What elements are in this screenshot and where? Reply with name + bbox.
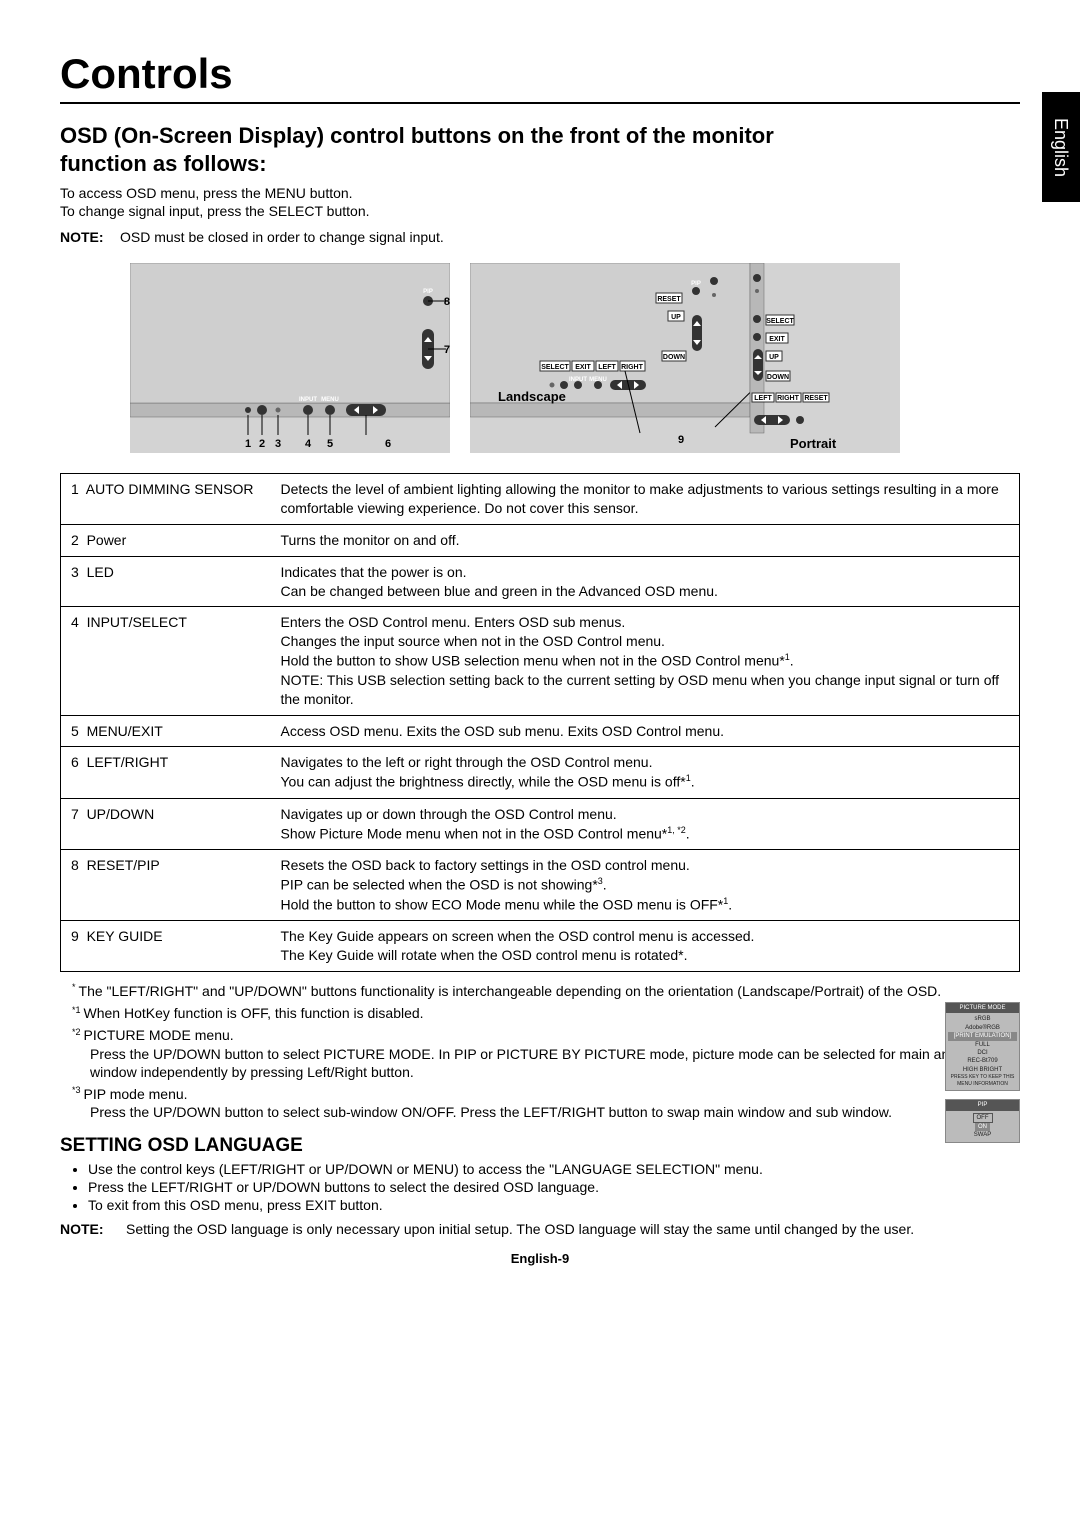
table-row: 2 PowerTurns the monitor on and off. [61,524,1020,556]
controls-table: 1 AUTO DIMMING SENSORDetects the level o… [60,473,1020,972]
svg-text:RESET: RESET [804,395,828,402]
key-guide-diagram: SELECT EXIT LEFT RIGHT INPUT MENU RESET … [470,263,900,453]
svg-text:PIP: PIP [691,281,701,287]
svg-text:Portrait: Portrait [790,436,837,451]
svg-text:3: 3 [275,438,281,450]
setting-osd-note: NOTE: Setting the OSD language is only n… [60,1221,1020,1237]
svg-text:DOWN: DOWN [767,374,789,381]
svg-text:SELECT: SELECT [766,318,794,325]
language-tab: English [1042,92,1080,202]
table-row: 3 LEDIndicates that the power is on.Can … [61,556,1020,607]
svg-text:2: 2 [259,438,265,450]
footnotes: *The "LEFT/RIGHT" and "UP/DOWN" buttons … [60,982,1020,1121]
picture-mode-preview: PICTURE MODE sRGB Adobe®RGB [PRINT EMULA… [945,1002,1020,1091]
setting-osd-heading: SETTING OSD LANGUAGE [60,1135,1020,1157]
page-footer: English-9 [60,1251,1020,1266]
svg-text:DOWN: DOWN [663,354,685,361]
intro-note: NOTE:OSD must be closed in order to chan… [60,229,1020,245]
svg-text:UP: UP [671,314,681,321]
table-row: 4 INPUT/SELECTEnters the OSD Control men… [61,607,1020,715]
intro-text: To access OSD menu, press the MENU butto… [60,185,1020,219]
control-diagrams: INPUT MENU PIP 1 2 3 4 5 6 7 8 [130,263,1020,453]
svg-text:LEFT: LEFT [754,395,772,402]
mini-menu-previews: PICTURE MODE sRGB Adobe®RGB [PRINT EMULA… [945,1002,1020,1151]
svg-text:RESET: RESET [657,296,681,303]
svg-text:RIGHT: RIGHT [621,364,644,371]
svg-text:INPUT: INPUT [299,397,317,403]
svg-text:7: 7 [444,344,450,356]
svg-text:8: 8 [444,296,450,308]
table-row: 1 AUTO DIMMING SENSORDetects the level o… [61,474,1020,525]
osd-subheading: OSD (On-Screen Display) control buttons … [60,122,1020,177]
svg-text:RIGHT: RIGHT [777,395,800,402]
svg-text:5: 5 [327,438,333,450]
svg-text:MENU: MENU [321,397,339,403]
pip-preview: PIP OFF ON SWAP [945,1099,1020,1143]
table-row: 5 MENU/EXITAccess OSD menu. Exits the OS… [61,715,1020,747]
svg-text:UP: UP [769,354,779,361]
svg-text:6: 6 [385,438,391,450]
table-row: 6 LEFT/RIGHTNavigates to the left or rig… [61,747,1020,798]
svg-text:Landscape: Landscape [498,389,566,404]
table-row: 9 KEY GUIDEThe Key Guide appears on scre… [61,921,1020,972]
svg-text:4: 4 [305,438,312,450]
svg-text:9: 9 [678,434,684,446]
svg-text:LEFT: LEFT [598,364,616,371]
landscape-panel-diagram: INPUT MENU PIP 1 2 3 4 5 6 7 8 [130,263,450,453]
svg-text:1: 1 [245,438,251,450]
setting-osd-steps: Use the control keys (LEFT/RIGHT or UP/D… [88,1161,1020,1213]
svg-text:EXIT: EXIT [769,336,785,343]
svg-text:SELECT: SELECT [541,364,569,371]
table-row: 8 RESET/PIPResets the OSD back to factor… [61,850,1020,921]
table-row: 7 UP/DOWNNavigates up or down through th… [61,798,1020,849]
page-title: Controls [60,50,1020,104]
svg-text:EXIT: EXIT [575,364,591,371]
svg-text:PIP: PIP [423,289,433,295]
